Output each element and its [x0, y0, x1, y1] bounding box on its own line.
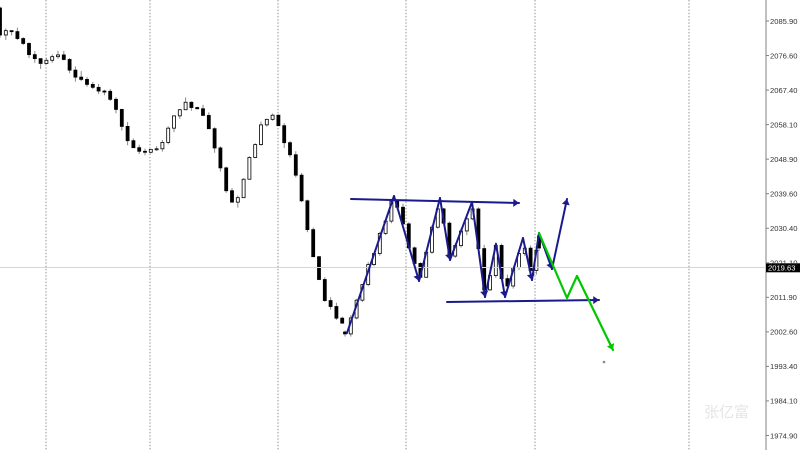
svg-text:2058.10: 2058.10 — [770, 120, 797, 129]
svg-text:1984.10: 1984.10 — [770, 397, 797, 406]
svg-text:2002.60: 2002.60 — [770, 328, 797, 337]
svg-text:1993.40: 1993.40 — [770, 362, 797, 371]
svg-text:2030.40: 2030.40 — [770, 224, 797, 233]
svg-text:2067.40: 2067.40 — [770, 86, 797, 95]
svg-text:2085.90: 2085.90 — [770, 17, 797, 26]
svg-text:2021.10: 2021.10 — [770, 259, 797, 268]
svg-text:2039.60: 2039.60 — [770, 190, 797, 199]
svg-text:1974.90: 1974.90 — [770, 431, 797, 440]
svg-text:2076.60: 2076.60 — [770, 51, 797, 60]
svg-text:2048.90: 2048.90 — [770, 155, 797, 164]
svg-text:张亿富: 张亿富 — [704, 403, 749, 421]
svg-text:2011.90: 2011.90 — [770, 293, 797, 302]
